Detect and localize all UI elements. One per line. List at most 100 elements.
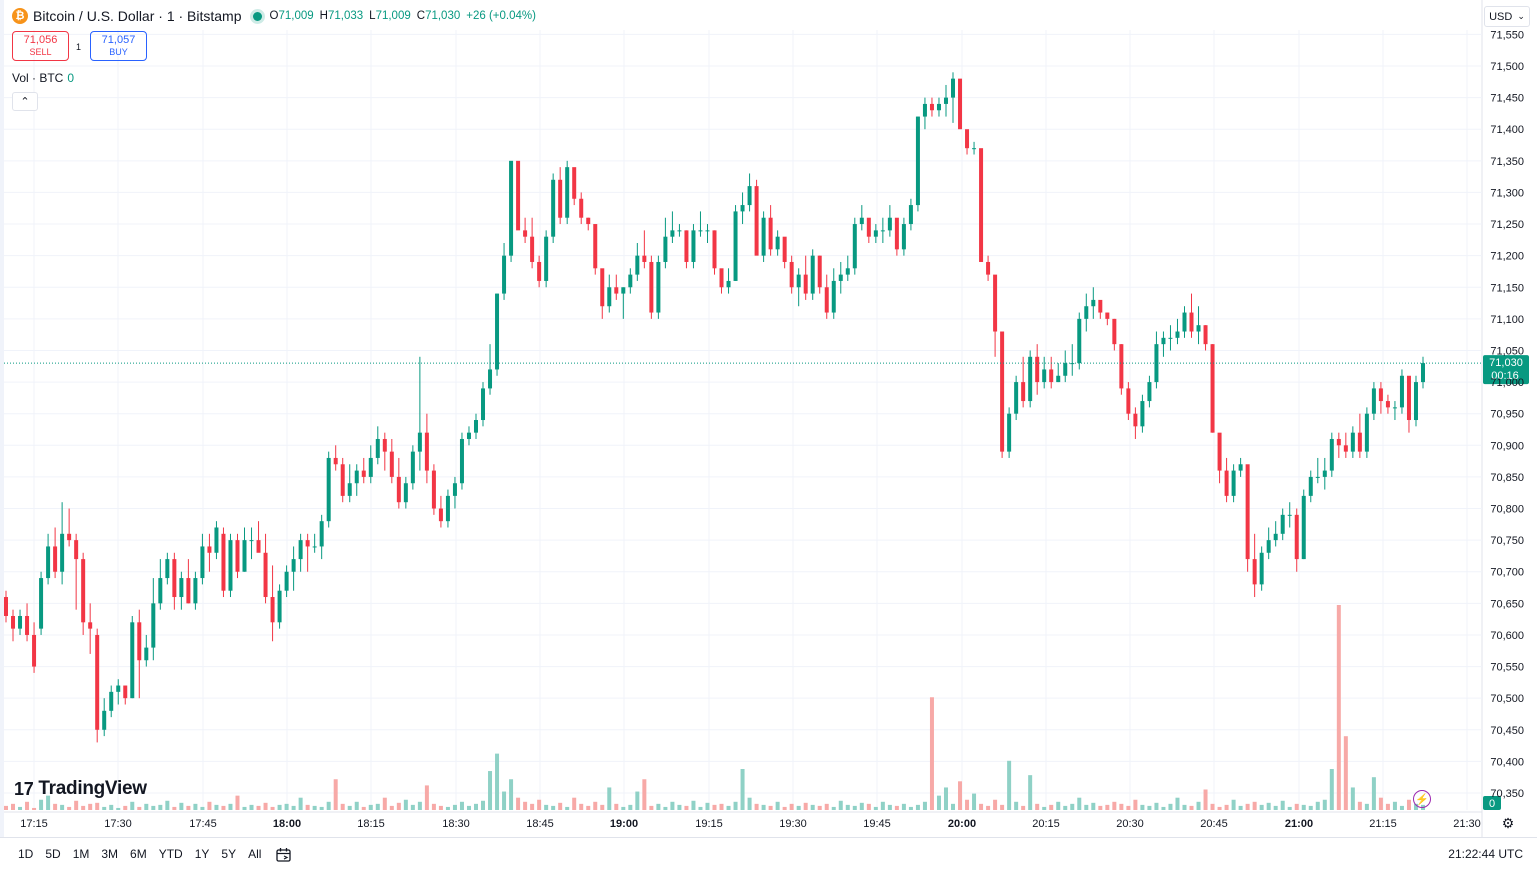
volume-bar bbox=[172, 806, 177, 810]
volume-bar bbox=[53, 803, 58, 810]
calendar-goto-icon[interactable] bbox=[276, 847, 292, 862]
volume-bar bbox=[1196, 801, 1201, 810]
range-all[interactable]: All bbox=[248, 847, 262, 861]
candle-body bbox=[32, 634, 37, 667]
range-5y[interactable]: 5Y bbox=[221, 847, 237, 861]
volume-value: 0 bbox=[67, 71, 75, 85]
volume-bar bbox=[137, 806, 142, 810]
candle-body bbox=[1301, 495, 1306, 560]
volume-bar bbox=[761, 804, 766, 810]
price-tick-label: 71,100 bbox=[1490, 314, 1524, 326]
high-value: 71,033 bbox=[327, 10, 364, 22]
volume-bar bbox=[1140, 804, 1145, 810]
open-value: 71,009 bbox=[278, 10, 314, 22]
volume-bar bbox=[1287, 806, 1292, 810]
buy-button[interactable]: 71,057 BUY bbox=[90, 31, 147, 61]
candle-body bbox=[922, 103, 927, 117]
volume-bar bbox=[1056, 801, 1061, 810]
candle-body bbox=[979, 148, 984, 262]
candle-body bbox=[516, 160, 521, 231]
candle-body bbox=[228, 540, 233, 591]
gear-icon[interactable]: ⚙ bbox=[1501, 814, 1515, 831]
candle-body bbox=[509, 160, 514, 256]
candle-body bbox=[305, 540, 310, 547]
range-ytd[interactable]: YTD bbox=[158, 847, 183, 861]
symbol-title[interactable]: Bitcoin / U.S. Dollar · 1 · Bitstamp bbox=[33, 8, 242, 24]
volume-bar bbox=[789, 803, 794, 810]
candle-body bbox=[1385, 401, 1390, 408]
volume-bar bbox=[922, 801, 927, 810]
volume-bar bbox=[1322, 799, 1327, 810]
candle-body bbox=[39, 578, 44, 629]
range-1d[interactable]: 1D bbox=[18, 847, 34, 861]
candle-body bbox=[488, 369, 493, 389]
candle-body bbox=[1231, 470, 1236, 496]
volume-bar bbox=[1098, 805, 1103, 810]
utc-clock[interactable]: 21:22:44 UTC bbox=[1448, 847, 1523, 861]
candle-body bbox=[677, 230, 682, 232]
volume-bar bbox=[502, 791, 507, 810]
candle-body bbox=[81, 559, 86, 623]
range-1m[interactable]: 1M bbox=[72, 847, 90, 861]
candle-body bbox=[607, 287, 612, 307]
candle-body bbox=[817, 255, 822, 288]
volume-bar bbox=[417, 801, 422, 810]
price-tick-label: 71,500 bbox=[1490, 61, 1524, 73]
price-tick-label: 70,500 bbox=[1490, 693, 1524, 705]
candle-body bbox=[572, 167, 577, 199]
sell-button[interactable]: 71,056 SELL bbox=[12, 31, 69, 61]
range-3m[interactable]: 3M bbox=[101, 847, 119, 861]
volume-bar bbox=[130, 801, 135, 810]
candle-body bbox=[249, 540, 254, 542]
candle-body bbox=[901, 224, 906, 250]
volume-bar bbox=[1413, 803, 1418, 810]
lightning-icon[interactable]: ⚡ bbox=[1411, 789, 1433, 809]
volume-bar bbox=[621, 806, 626, 810]
candle-body bbox=[256, 540, 261, 553]
candle-body bbox=[691, 230, 696, 262]
volume-bar bbox=[537, 799, 542, 810]
range-6m[interactable]: 6M bbox=[130, 847, 147, 861]
volume-bar bbox=[887, 804, 892, 810]
volume-bar bbox=[1007, 760, 1012, 810]
candle-body bbox=[565, 167, 570, 218]
candle-body bbox=[1196, 325, 1201, 332]
candle-body bbox=[53, 546, 58, 572]
range-1y[interactable]: 1Y bbox=[194, 847, 210, 861]
volume-bar bbox=[473, 803, 478, 810]
candle-body bbox=[754, 186, 759, 256]
candle-body bbox=[1021, 382, 1026, 402]
volume-legend[interactable]: Vol · BTC 0 bbox=[12, 71, 74, 85]
candle-body bbox=[747, 186, 752, 206]
volume-bar bbox=[263, 802, 268, 810]
candle-body bbox=[1175, 331, 1180, 338]
volume-bar bbox=[382, 797, 387, 810]
volume-bar bbox=[551, 805, 556, 810]
candle-body bbox=[1000, 331, 1005, 452]
candle-body bbox=[172, 559, 177, 598]
candle-body bbox=[1203, 325, 1208, 345]
candle-body bbox=[1042, 369, 1047, 383]
bitcoin-icon[interactable]: ₿ bbox=[12, 8, 28, 24]
collapse-legend-button[interactable]: ⌃ bbox=[12, 92, 38, 111]
candle-body bbox=[579, 198, 584, 218]
time-tick-label: 19:45 bbox=[863, 818, 891, 830]
buy-price: 71,057 bbox=[101, 34, 136, 46]
volume-bar bbox=[1371, 777, 1376, 810]
candle-body bbox=[1147, 382, 1152, 402]
time-tick-label: 18:15 bbox=[357, 818, 385, 830]
candle-body bbox=[102, 710, 107, 730]
candle-body bbox=[18, 615, 23, 629]
volume-bar bbox=[200, 806, 205, 810]
volume-bar bbox=[452, 804, 457, 810]
candle-body bbox=[544, 236, 549, 281]
currency-select[interactable]: USD ⌄ bbox=[1484, 6, 1530, 27]
range-5d[interactable]: 5D bbox=[45, 847, 61, 861]
tradingview-logo[interactable]: 17 TradingView bbox=[14, 778, 147, 800]
volume-bar bbox=[593, 801, 598, 810]
candle-body bbox=[887, 217, 892, 231]
last-price-badge bbox=[1483, 355, 1529, 385]
volume-bar bbox=[943, 787, 948, 810]
